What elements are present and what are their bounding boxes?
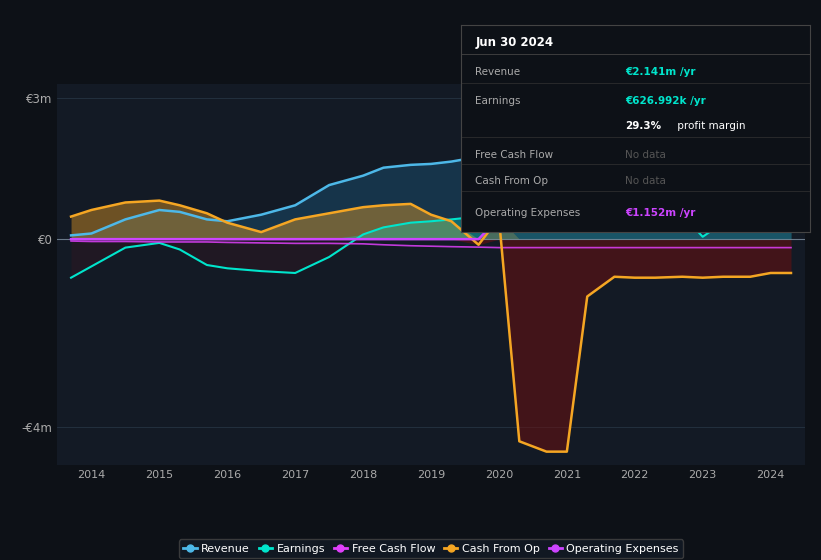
Legend: Revenue, Earnings, Free Cash Flow, Cash From Op, Operating Expenses: Revenue, Earnings, Free Cash Flow, Cash …	[179, 539, 683, 558]
Text: No data: No data	[626, 176, 667, 186]
Text: profit margin: profit margin	[674, 120, 745, 130]
Text: Operating Expenses: Operating Expenses	[475, 208, 580, 217]
Text: No data: No data	[626, 150, 667, 160]
Text: Revenue: Revenue	[475, 67, 521, 77]
Text: 29.3%: 29.3%	[626, 120, 662, 130]
Text: Free Cash Flow: Free Cash Flow	[475, 150, 553, 160]
Text: €626.992k /yr: €626.992k /yr	[626, 96, 706, 106]
Text: Jun 30 2024: Jun 30 2024	[475, 36, 553, 49]
Text: Cash From Op: Cash From Op	[475, 176, 548, 186]
Text: €2.141m /yr: €2.141m /yr	[626, 67, 696, 77]
Text: €1.152m /yr: €1.152m /yr	[626, 208, 695, 217]
Text: Earnings: Earnings	[475, 96, 521, 106]
